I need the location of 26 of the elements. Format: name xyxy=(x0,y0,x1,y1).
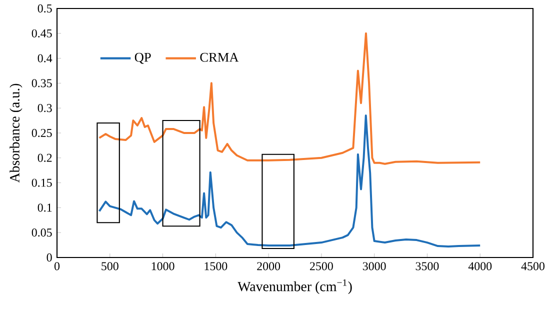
x-axis-title: Wavenumber (cm$^{−1}$) xyxy=(238,279,352,294)
y-axis-title: Absorbance (a.u.) xyxy=(10,84,22,182)
x-tick-label: 1500 xyxy=(204,262,228,270)
legend-label: CRMA xyxy=(200,52,239,62)
y-tick-label: 0.15 xyxy=(32,178,52,187)
x-tick-label: 3000 xyxy=(362,262,386,270)
y-tick-label: 0 xyxy=(46,253,52,262)
x-tick-label: 1000 xyxy=(152,262,174,270)
y-tick-label: 0.35 xyxy=(32,78,52,87)
line-series xyxy=(98,32,482,165)
y-tick-label: 0.2 xyxy=(38,154,52,162)
y-tick-label: 0.05 xyxy=(32,228,52,236)
x-tick-label: 0 xyxy=(54,262,60,270)
y-tick-label: 0.45 xyxy=(32,29,52,38)
x-tick-label: 4500 xyxy=(521,262,544,270)
y-tick-label: 0.3 xyxy=(38,104,52,112)
y-tick-label: 0.1 xyxy=(38,203,52,212)
y-tick-label: 0.25 xyxy=(32,128,52,137)
legend-label: QP xyxy=(134,52,151,64)
x-tick-label: 4000 xyxy=(468,262,492,270)
x-tick-label: 2500 xyxy=(310,262,333,270)
y-tick-label: 0.4 xyxy=(38,54,52,62)
x-tick-label: 2000 xyxy=(257,262,280,270)
x-tick-label: 500 xyxy=(102,262,118,270)
y-tick-label: 0.5 xyxy=(38,4,52,12)
x-tick-label: 3500 xyxy=(416,262,439,270)
